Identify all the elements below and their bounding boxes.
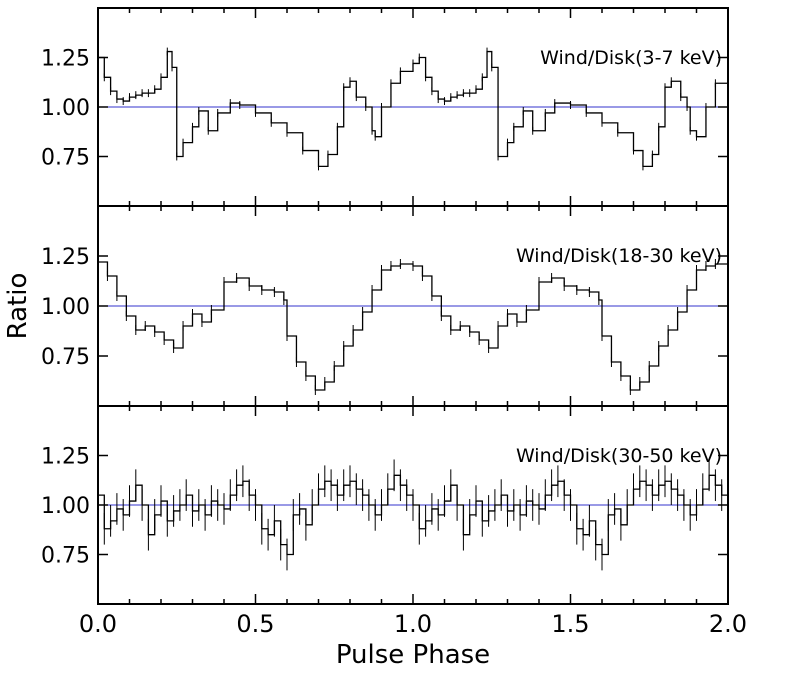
- data-series-line: [98, 50, 729, 168]
- x-tick-label: 2.0: [709, 610, 747, 638]
- x-tick-label: 1.5: [551, 610, 589, 638]
- y-tick-label: 0.75: [41, 146, 90, 171]
- y-tick-label: 1.25: [41, 47, 90, 72]
- chart-panels: 0.75 1.00 1.25 Wind/Disk(3-7 keV) 0.75 1.00 1.…: [41, 7, 747, 638]
- y-tick-label: 1.25: [41, 445, 90, 470]
- y-tick-label: 1.00: [41, 295, 90, 320]
- y-tick-label: 1.25: [41, 245, 90, 270]
- y-tick-label: 1.00: [41, 96, 90, 121]
- x-tick-label: 0.0: [79, 610, 117, 638]
- y-tick-label: 0.75: [41, 345, 90, 370]
- panel-label: Wind/Disk(18-30 keV): [516, 245, 722, 267]
- data-series-line: [98, 474, 729, 556]
- y-tick-label: 0.75: [41, 544, 90, 569]
- panel-1: 0.75 1.00 1.25 Wind/Disk(3-7 keV): [41, 7, 729, 207]
- error-bars: [97, 459, 729, 571]
- panel-2: 0.75 1.00 1.25 Wind/Disk(18-30 keV): [41, 205, 729, 407]
- y-tick-label: 1.00: [41, 494, 90, 519]
- data-series-line: [98, 261, 729, 391]
- panel-3: 0.75 1.00 1.25 Wind/Disk(30-50 keV) 0.0 0.5 1.…: [41, 405, 747, 638]
- panel-label: Wind/Disk(30-50 keV): [516, 445, 722, 467]
- x-tick-label: 0.5: [236, 610, 274, 638]
- panel-label: Wind/Disk(3-7 keV): [540, 47, 722, 69]
- x-axis-label: Pulse Phase: [336, 640, 490, 670]
- y-axis-label: Ratio: [3, 273, 33, 340]
- x-tick-label: 1.0: [394, 610, 432, 638]
